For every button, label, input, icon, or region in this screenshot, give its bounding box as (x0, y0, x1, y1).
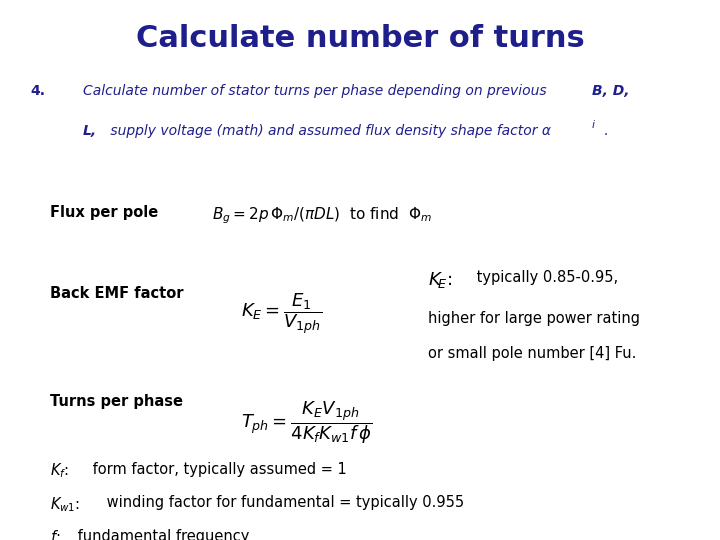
Text: fundamental frequency: fundamental frequency (73, 529, 250, 540)
Text: form factor, typically assumed = 1: form factor, typically assumed = 1 (88, 462, 346, 477)
Text: .: . (600, 124, 609, 138)
Text: higher for large power rating: higher for large power rating (428, 310, 640, 326)
Text: $K_{w1}$:: $K_{w1}$: (50, 495, 81, 514)
Text: Calculate number of turns: Calculate number of turns (135, 24, 585, 53)
Text: Flux per pole: Flux per pole (50, 205, 158, 220)
Text: winding factor for fundamental = typically 0.955: winding factor for fundamental = typical… (102, 495, 464, 510)
Text: $K_E = \dfrac{E_1}{V_{1ph}}$: $K_E = \dfrac{E_1}{V_{1ph}}$ (241, 292, 323, 336)
Text: typically 0.85-0.95,: typically 0.85-0.95, (472, 270, 618, 285)
Text: 4.: 4. (30, 84, 45, 98)
Text: $T_{ph} = \dfrac{K_E V_{1ph}}{4 K_f K_{w1} f\,\phi}$: $T_{ph} = \dfrac{K_E V_{1ph}}{4 K_f K_{w… (241, 400, 373, 446)
Text: Calculate number of stator turns per phase depending on previous: Calculate number of stator turns per pha… (83, 84, 551, 98)
Text: supply voltage (math) and assumed flux density shape factor α: supply voltage (math) and assumed flux d… (106, 124, 551, 138)
Text: $\mathbf{\mathit{K}_{\!\mathit{E}}}$:: $\mathbf{\mathit{K}_{\!\mathit{E}}}$: (428, 270, 453, 290)
Text: or small pole number [4] Fu.: or small pole number [4] Fu. (428, 346, 636, 361)
Text: Back EMF factor: Back EMF factor (50, 286, 184, 301)
Text: $B_g = 2p\,\Phi_m/(\pi DL)$  to find  $\Phi_m$: $B_g = 2p\,\Phi_m/(\pi DL)$ to find $\Ph… (212, 205, 433, 226)
Text: L,: L, (83, 124, 97, 138)
Text: $f$:: $f$: (50, 529, 60, 540)
Text: i: i (592, 120, 595, 130)
Text: B, D,: B, D, (592, 84, 629, 98)
Text: $K_f$:: $K_f$: (50, 462, 69, 481)
Text: Turns per phase: Turns per phase (50, 394, 184, 409)
